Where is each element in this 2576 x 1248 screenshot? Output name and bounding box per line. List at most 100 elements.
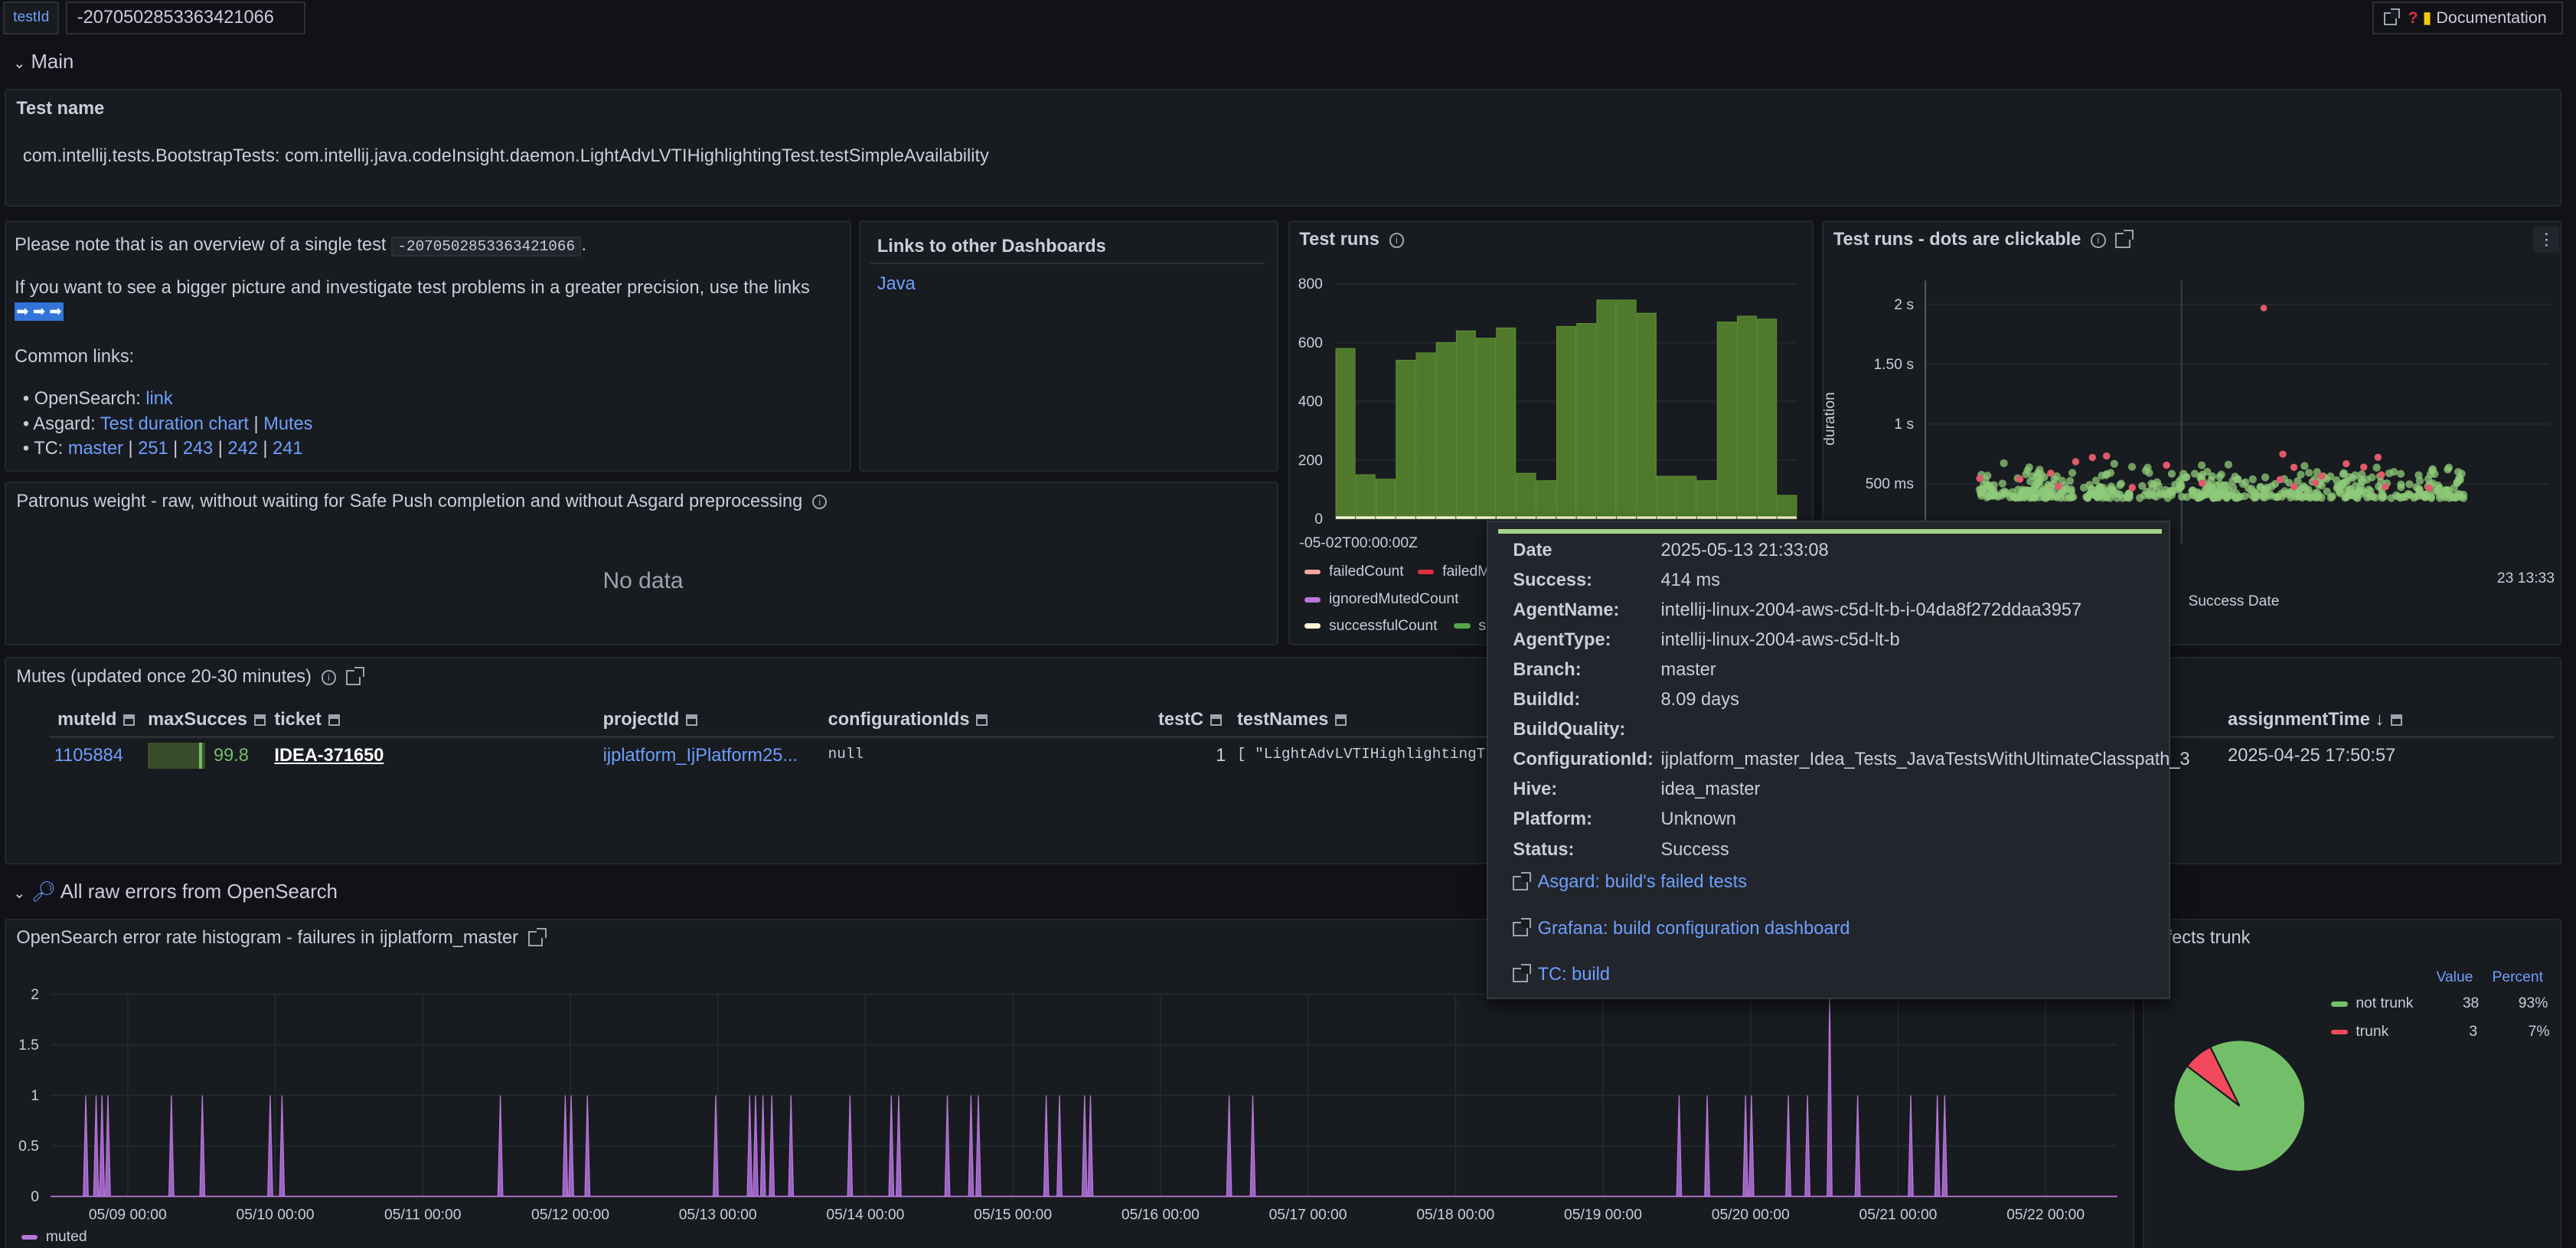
dot[interactable]	[2103, 470, 2111, 479]
dot-failed[interactable]	[2088, 454, 2097, 462]
dot[interactable]	[2008, 488, 2016, 497]
spike[interactable]	[498, 1095, 504, 1197]
dots-chart[interactable]: 2 s 1.50 s 1 s 500 ms	[1823, 264, 2563, 642]
dot[interactable]	[2352, 482, 2360, 491]
dot[interactable]	[2232, 494, 2241, 503]
mutes-link[interactable]: Mutes	[263, 413, 313, 434]
spike[interactable]	[975, 1095, 982, 1197]
legend-ignored[interactable]: ignoredMutedCount	[1304, 591, 1459, 608]
dot[interactable]	[2313, 488, 2321, 497]
dot[interactable]	[2392, 492, 2401, 500]
spike[interactable]	[753, 1095, 759, 1197]
dot-failed[interactable]	[2198, 479, 2206, 488]
test-runs-chart[interactable]: 0 200 400 600 800	[1290, 264, 1816, 593]
dot[interactable]	[2445, 494, 2454, 502]
bar[interactable]	[1475, 338, 1496, 520]
tc-build-link[interactable]: TC: build	[1513, 964, 1610, 985]
bar[interactable]	[1636, 312, 1657, 520]
spike[interactable]	[199, 1095, 206, 1197]
spike[interactable]	[83, 1095, 90, 1197]
dot[interactable]	[2019, 485, 2027, 495]
bar[interactable]	[1616, 299, 1637, 520]
dot[interactable]	[1997, 492, 2006, 500]
bar[interactable]	[1676, 475, 1696, 520]
dot[interactable]	[2000, 459, 2008, 468]
dot[interactable]	[2216, 488, 2225, 496]
col-maxsucces[interactable]: maxSucces	[148, 710, 266, 730]
dot-failed[interactable]	[2279, 450, 2287, 459]
spike[interactable]	[1676, 1095, 1683, 1197]
bar[interactable]	[1575, 323, 1596, 520]
dot[interactable]	[2102, 492, 2111, 501]
dot[interactable]	[2423, 490, 2431, 498]
dot[interactable]	[2372, 464, 2381, 472]
dot[interactable]	[2116, 481, 2124, 490]
bar[interactable]	[1736, 315, 1757, 520]
info-icon[interactable]: i	[2091, 233, 2106, 248]
pie-slice[interactable]	[2186, 1045, 2240, 1107]
spike[interactable]	[1226, 1095, 1232, 1197]
spike[interactable]	[568, 1095, 575, 1197]
dot[interactable]	[2107, 482, 2116, 491]
dot[interactable]	[2390, 468, 2398, 476]
opensearch-link[interactable]: link	[145, 389, 173, 410]
spike[interactable]	[1043, 1095, 1050, 1197]
filter-icon[interactable]	[685, 714, 697, 727]
dot[interactable]	[2379, 493, 2388, 501]
dot[interactable]	[2215, 473, 2224, 482]
dot-failed[interactable]	[2103, 452, 2111, 460]
col-testnames[interactable]: testNames	[1237, 710, 1347, 730]
dot-failed[interactable]	[2260, 305, 2267, 312]
grafana-build-config-link[interactable]: Grafana: build configuration dashboard	[1513, 918, 1850, 939]
spike[interactable]	[746, 1095, 753, 1197]
dot[interactable]	[2396, 470, 2405, 479]
dot[interactable]	[2036, 466, 2044, 474]
info-icon[interactable]: i	[812, 494, 828, 509]
spike[interactable]	[562, 1095, 569, 1197]
dot[interactable]	[2220, 482, 2228, 490]
spike[interactable]	[1088, 1095, 1094, 1197]
bar[interactable]	[1556, 326, 1576, 520]
histogram-chart[interactable]: 2 1.5 1 0.5 0 05/09 00:00 05/10 00:00 05/11 00:…	[6, 965, 2135, 1244]
dot-failed[interactable]	[2072, 458, 2080, 466]
dot[interactable]	[2125, 490, 2134, 498]
legend-failedm[interactable]: failedM	[1417, 564, 1490, 580]
dot[interactable]	[2177, 482, 2186, 492]
bar[interactable]	[1656, 475, 1677, 520]
dot[interactable]	[2127, 462, 2137, 472]
test-duration-link[interactable]: Test duration chart	[100, 413, 249, 434]
spike[interactable]	[1827, 994, 1833, 1197]
dot[interactable]	[2266, 490, 2274, 498]
dot[interactable]	[2019, 492, 2028, 500]
bar[interactable]	[1335, 348, 1356, 520]
testid-input[interactable]: -2070502853363421066	[65, 2, 306, 35]
dot-failed[interactable]	[2055, 482, 2062, 491]
dot[interactable]	[2196, 493, 2204, 502]
filter-icon[interactable]	[976, 714, 988, 727]
dot[interactable]	[2332, 476, 2341, 485]
external-link-icon[interactable]	[345, 666, 364, 685]
spike[interactable]	[1908, 1095, 1915, 1197]
dot[interactable]	[2294, 477, 2302, 485]
dot[interactable]	[2141, 467, 2150, 475]
dot-failed[interactable]	[2047, 469, 2055, 478]
bar[interactable]	[1455, 330, 1476, 520]
spike[interactable]	[1056, 1095, 1063, 1197]
dot-failed[interactable]	[2318, 472, 2326, 481]
dot[interactable]	[2351, 471, 2359, 480]
dot-failed[interactable]	[2128, 484, 2137, 492]
dot[interactable]	[2091, 476, 2101, 485]
spike[interactable]	[1934, 1095, 1941, 1197]
bar[interactable]	[1375, 479, 1396, 520]
spike[interactable]	[267, 1095, 274, 1197]
dot[interactable]	[2259, 493, 2268, 502]
dot[interactable]	[2336, 489, 2345, 498]
spike[interactable]	[1704, 1095, 1711, 1197]
dot[interactable]	[2454, 468, 2463, 476]
dot[interactable]	[2358, 478, 2366, 486]
spike[interactable]	[1082, 1095, 1089, 1197]
dot[interactable]	[2031, 494, 2039, 502]
ticket-link[interactable]: IDEA-371650	[274, 746, 384, 766]
bar[interactable]	[1716, 322, 1737, 520]
dot[interactable]	[1998, 479, 2007, 488]
